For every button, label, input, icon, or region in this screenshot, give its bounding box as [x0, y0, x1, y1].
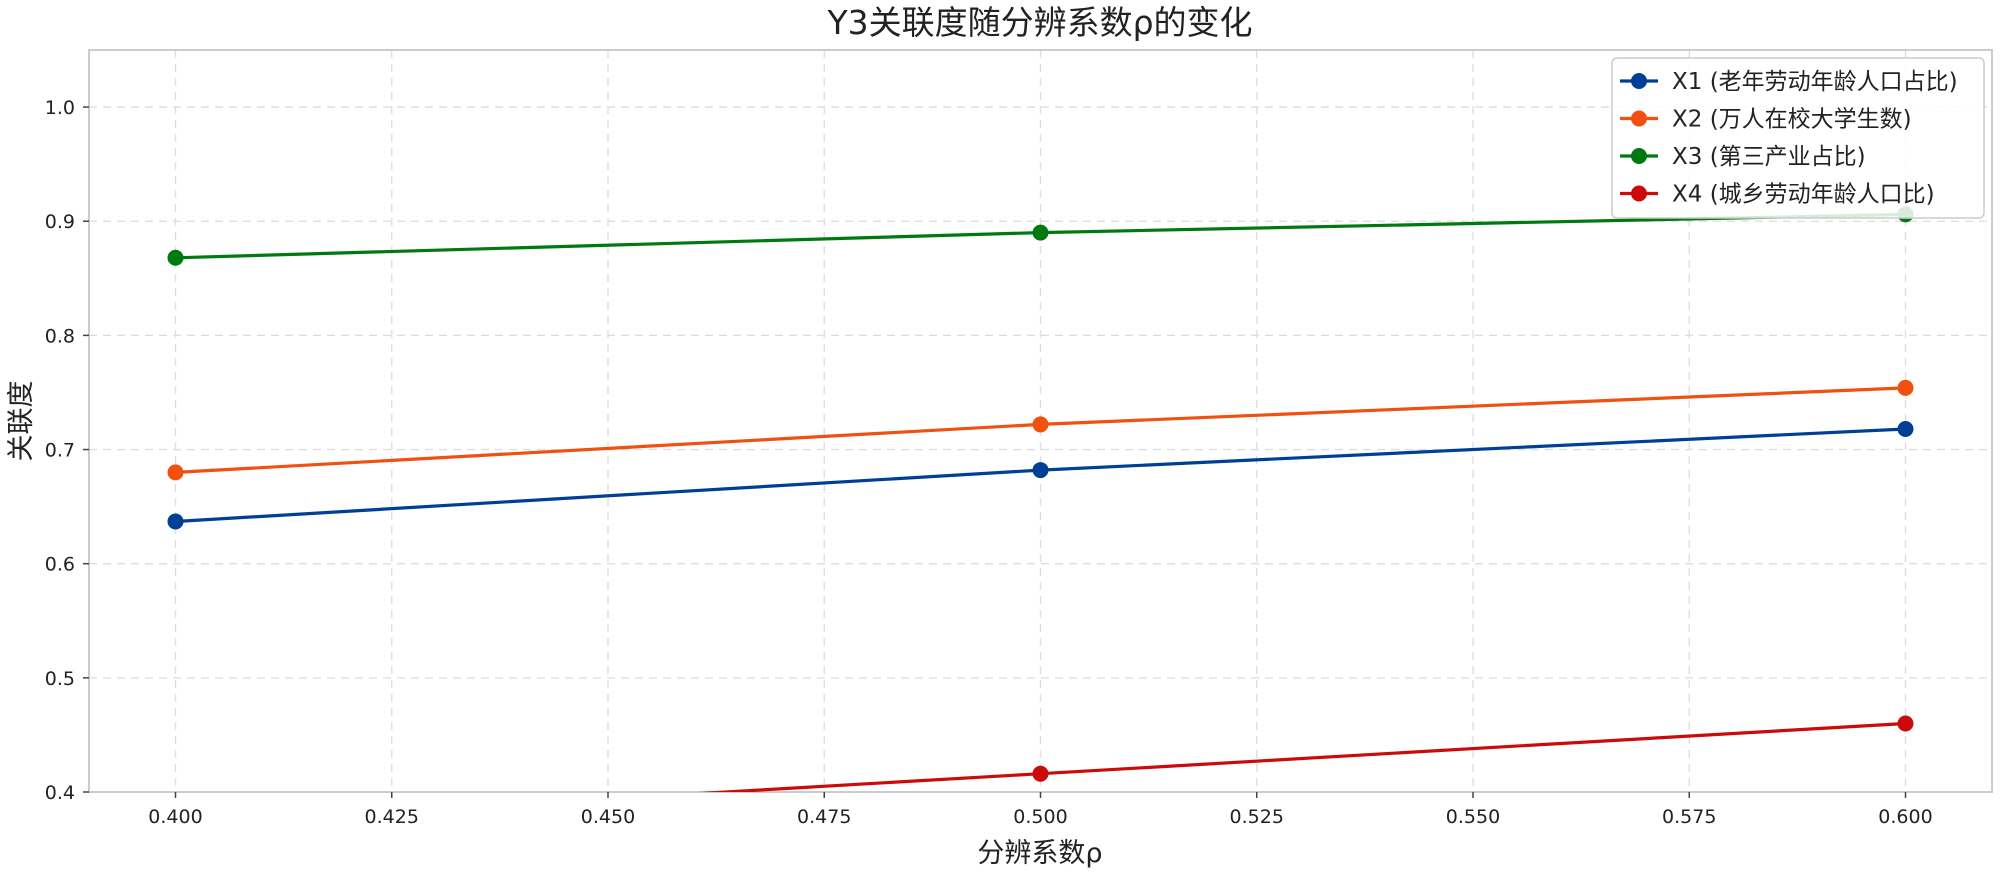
y-tick-label: 0.7	[45, 440, 75, 462]
series-layer	[167, 206, 1914, 792]
data-point	[167, 249, 184, 266]
x-tick-label: 0.475	[797, 806, 851, 828]
legend-label: X1 (老年劳动年龄人口占比)	[1672, 69, 1958, 95]
data-point	[1032, 224, 1049, 241]
legend-marker	[1631, 148, 1647, 164]
series-2	[167, 379, 1914, 481]
x-tick-label: 0.600	[1878, 806, 1932, 828]
y-tick-label: 0.5	[45, 668, 75, 690]
x-axis-label: 分辨系数ρ	[977, 838, 1102, 869]
x-tick-label: 0.450	[581, 806, 635, 828]
legend-marker	[1631, 185, 1647, 202]
data-point	[167, 513, 184, 530]
series-1	[167, 420, 1914, 530]
legend-item: X1 (老年劳动年龄人口占比)	[1620, 69, 1958, 95]
legend-label: X2 (万人在校大学生数)	[1672, 107, 1912, 133]
chart-title: Y3关联度随分辨系数ρ的变化	[826, 3, 1252, 42]
legend-marker	[1631, 110, 1647, 127]
x-tick-label: 0.400	[148, 806, 202, 828]
data-point	[1897, 420, 1914, 437]
legend-item: X2 (万人在校大学生数)	[1620, 107, 1912, 133]
x-tick-label: 0.500	[1013, 806, 1067, 828]
y-tick-label: 0.9	[45, 211, 75, 233]
y-tick-label: 0.4	[45, 782, 75, 804]
legend-item: X3 (第三产业占比)	[1620, 144, 1866, 170]
x-tick-label: 0.575	[1662, 806, 1716, 828]
legend-label: X4 (城乡劳动年龄人口比)	[1672, 182, 1935, 208]
data-point	[167, 464, 184, 481]
legend: X1 (老年劳动年龄人口占比) X2 (万人在校大学生数) X3 (第三产业占比) X…	[1611, 57, 1985, 219]
y-tick-label: 0.6	[45, 554, 75, 576]
data-point	[1032, 462, 1049, 479]
legend-label: X3 (第三产业占比)	[1672, 144, 1866, 170]
data-point	[1897, 715, 1914, 732]
legend-item: X4 (城乡劳动年龄人口比)	[1620, 182, 1935, 208]
data-point	[1032, 416, 1049, 433]
y-tick-label: 0.8	[45, 325, 75, 347]
data-point	[1032, 765, 1049, 782]
legend-marker	[1631, 73, 1647, 89]
series-4	[698, 715, 1914, 792]
y-axis: 0.4 0.5 0.6 0.7 0.8 0.9 1.0	[45, 97, 89, 804]
y-axis-label: 关联度	[6, 381, 37, 462]
y-tick-label: 1.0	[45, 97, 75, 119]
x-tick-label: 0.550	[1446, 806, 1500, 828]
x-axis: 0.400 0.425 0.450 0.475 0.500 0.525 0.550 0.575…	[148, 792, 1933, 828]
x-tick-label: 0.425	[365, 806, 419, 828]
x-tick-label: 0.525	[1230, 806, 1284, 828]
series-3	[167, 206, 1914, 266]
legend-box	[1611, 57, 1985, 219]
data-point	[1897, 379, 1914, 396]
